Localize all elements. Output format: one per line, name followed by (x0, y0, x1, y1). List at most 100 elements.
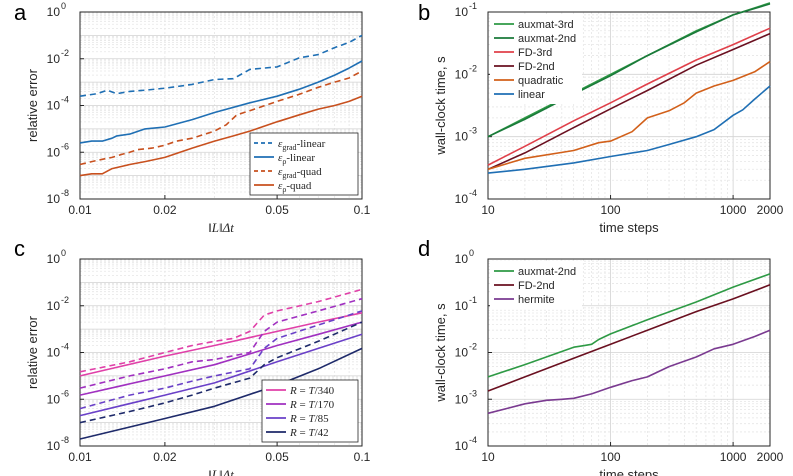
series-group (79, 288, 363, 440)
legend-label: εgrad-linear (278, 138, 326, 152)
y-tick-exponent: -2 (61, 48, 69, 58)
y-tick-exponent: -4 (469, 435, 477, 445)
y-tick-exponent: -2 (469, 342, 477, 352)
y-tick-exponent: -1 (469, 295, 477, 305)
legend-label: quadratic (518, 75, 564, 87)
legend-label: FD-2nd (518, 61, 555, 73)
legend-label: FD-3rd (518, 47, 552, 59)
y-tick-label: 10 (47, 299, 61, 313)
x-tick-label: 1000 (720, 450, 747, 464)
x-tick-label: 0.02 (153, 203, 177, 217)
legend: auxmat-2nd FD-2nd hermite (490, 261, 582, 309)
y-tick-label: 10 (455, 5, 469, 19)
x-axis-label: time steps (599, 220, 659, 235)
x-axis-label: ‖L‖Δt (208, 467, 234, 476)
y-tick-exponent: 0 (61, 248, 66, 258)
series-line (487, 32, 771, 171)
series-line (487, 60, 771, 171)
series-line (487, 27, 771, 166)
y-tick-label: 10 (47, 439, 61, 453)
y-tick-exponent: -3 (469, 388, 477, 398)
series-line (79, 60, 363, 144)
y-tick-exponent: -1 (469, 1, 477, 11)
legend-label: auxmat-2nd (518, 33, 576, 45)
series-line (79, 321, 363, 396)
x-tick-label: 0.02 (153, 450, 177, 464)
x-tick-label: 10 (481, 450, 495, 464)
legend-label: hermite (518, 294, 555, 306)
chart-panel-c: 0.01 0.02 0.05 0.110-810-610-410-210 0‖L‖Δtr… (25, 248, 371, 476)
legend-label: εgrad-quad (278, 166, 322, 180)
y-tick-exponent: -2 (61, 295, 69, 305)
x-tick-label: 0.1 (354, 203, 371, 217)
x-axis-label: time steps (599, 467, 659, 476)
x-tick-label: 0.01 (68, 450, 92, 464)
legend-label: ερ-linear (278, 152, 315, 166)
legend-label: R = T/85 (289, 413, 329, 425)
x-tick-label: 100 (601, 203, 621, 217)
x-tick-label: 10 (481, 203, 495, 217)
y-tick-exponent: 0 (469, 248, 474, 258)
legend-box (490, 14, 582, 104)
legend-label: FD-2nd (518, 280, 555, 292)
y-tick-exponent: -2 (469, 63, 477, 73)
legend-label: R = T/340 (289, 385, 335, 397)
legend-label: auxmat-2nd (518, 266, 576, 278)
y-tick-label: 10 (47, 252, 61, 266)
y-axis-label: wall-clock time, s (433, 56, 448, 156)
y-tick-exponent: -6 (61, 388, 69, 398)
y-tick-label: 10 (47, 346, 61, 360)
grid (79, 258, 363, 447)
y-axis-label: relative error (25, 68, 40, 142)
series-line (79, 321, 363, 424)
y-tick-label: 10 (47, 5, 61, 19)
x-tick-label: 0.05 (265, 203, 289, 217)
y-tick-label: 10 (47, 145, 61, 159)
y-tick-label: 10 (455, 130, 469, 144)
y-tick-label: 10 (47, 192, 61, 206)
x-tick-label: 0.05 (265, 450, 289, 464)
series-line (79, 70, 363, 166)
legend: auxmat-3rd auxmat-2nd FD-3rd FD-2nd quadrati… (490, 14, 582, 104)
x-tick-label: 0.01 (68, 203, 92, 217)
series-line (487, 273, 771, 378)
panel-letter-b: b (418, 0, 431, 25)
panel-letter-d: d (418, 236, 431, 261)
legend-label: ερ-quad (278, 180, 312, 194)
series-line (79, 297, 363, 389)
y-tick-exponent: -4 (61, 342, 69, 352)
y-tick-exponent: 0 (61, 1, 66, 11)
series-line (79, 347, 363, 440)
series-line (487, 329, 771, 415)
panel-letter-a: a (14, 0, 27, 25)
legend-label: R = T/170 (289, 399, 335, 411)
legend-label: auxmat-3rd (518, 19, 574, 31)
y-tick-exponent: -8 (61, 188, 69, 198)
series-line (79, 333, 363, 417)
panel-letter-c: c (14, 236, 25, 261)
series-group (487, 273, 771, 415)
series-group (79, 34, 363, 177)
y-tick-label: 10 (455, 346, 469, 360)
axes-box (487, 11, 771, 200)
y-axis-label: wall-clock time, s (433, 303, 448, 403)
legend: R = T/340 R = T/170 R = T/85 R = T/42 (261, 379, 359, 443)
y-tick-label: 10 (455, 192, 469, 206)
y-tick-label: 10 (47, 392, 61, 406)
y-tick-label: 10 (455, 392, 469, 406)
x-tick-label: 0.1 (354, 450, 371, 464)
y-tick-label: 10 (47, 99, 61, 113)
x-tick-label: 2000 (757, 450, 784, 464)
series-line (79, 288, 363, 373)
legend-label: R = T/42 (289, 427, 329, 439)
y-tick-exponent: -6 (61, 141, 69, 151)
y-tick-exponent: -8 (61, 435, 69, 445)
y-tick-label: 10 (455, 299, 469, 313)
y-axis-label: relative error (25, 315, 40, 389)
y-tick-exponent: -4 (469, 188, 477, 198)
series-group (487, 2, 771, 174)
